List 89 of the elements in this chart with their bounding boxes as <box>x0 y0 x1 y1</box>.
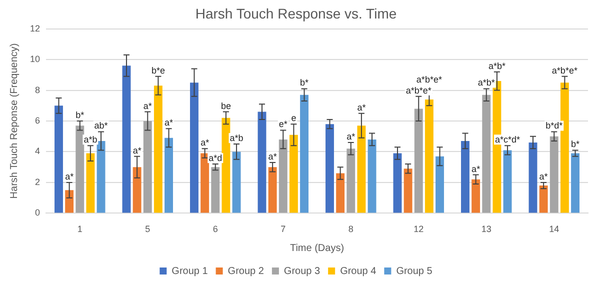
x-tick-label: 7 <box>280 224 286 234</box>
bar <box>164 138 173 213</box>
data-label: b* <box>571 139 580 150</box>
bar <box>132 167 142 213</box>
y-tick-label: 2 <box>34 176 40 187</box>
bar <box>258 112 266 213</box>
data-label: a* <box>200 138 210 148</box>
data-label: b* <box>300 78 310 88</box>
x-tick-label: 5 <box>145 224 150 234</box>
bar <box>414 108 423 213</box>
data-label: a* <box>357 102 366 112</box>
data-label: a*b* <box>488 60 506 71</box>
data-label: a*b* <box>478 78 496 88</box>
bar <box>232 152 241 213</box>
bar <box>539 186 548 213</box>
bar <box>472 179 480 213</box>
bar <box>76 126 84 213</box>
data-label: a*b*e* <box>552 65 578 76</box>
bar <box>424 99 434 213</box>
data-label: a* <box>346 132 356 142</box>
y-tick-label: 8 <box>34 84 40 95</box>
data-label: be <box>220 100 231 111</box>
data-label: a* <box>65 171 74 182</box>
data-label: a* <box>472 164 481 174</box>
data-label: b*d* <box>546 120 564 131</box>
data-label: a* <box>132 145 142 156</box>
bar <box>268 167 277 213</box>
data-label: a* <box>268 151 278 162</box>
x-tick-label: 13 <box>481 224 492 234</box>
data-label: a*c*d* <box>495 134 521 145</box>
data-label: a*b*e* <box>406 85 432 96</box>
bar <box>461 140 470 213</box>
data-label: b*e <box>151 65 165 76</box>
bar <box>289 134 298 213</box>
x-tick-label: 8 <box>348 224 354 234</box>
data-label: a*b*e* <box>416 74 442 84</box>
bar <box>200 153 210 213</box>
bar <box>96 140 106 213</box>
bar <box>300 94 308 213</box>
bar <box>357 126 366 213</box>
bar <box>404 168 412 213</box>
bar <box>278 139 288 213</box>
x-tick-label: 14 <box>549 224 560 234</box>
y-tick-label: 0 <box>34 208 40 218</box>
data-label: ab* <box>94 120 108 131</box>
data-label: a* <box>164 118 174 128</box>
bar <box>346 148 356 213</box>
y-axis-title: Harsh Touch Reponse (Frequency) <box>8 43 20 199</box>
y-tick-label: 12 <box>30 23 40 34</box>
bar <box>368 139 376 213</box>
data-label: a* <box>143 100 152 111</box>
y-tick-label: 10 <box>30 54 40 64</box>
bar <box>211 167 220 213</box>
data-label: e <box>291 113 296 124</box>
bar <box>154 86 162 213</box>
bar <box>54 106 63 213</box>
bar <box>122 66 131 213</box>
data-label: e* <box>278 119 288 130</box>
data-label: a*b <box>84 134 98 145</box>
bar <box>336 173 345 213</box>
bar <box>503 150 512 213</box>
bar <box>65 190 74 213</box>
y-tick-label: 4 <box>34 146 40 156</box>
bar <box>436 156 444 213</box>
bar <box>528 142 538 213</box>
legend-label: Group 2 <box>228 266 264 277</box>
legend-label: Group 1 <box>172 266 208 277</box>
data-label: b* <box>76 110 85 120</box>
x-axis-title: Time (Days) <box>290 242 344 254</box>
bar <box>571 153 580 213</box>
data-label: a* <box>539 171 548 182</box>
bar <box>550 136 558 213</box>
legend-label: Group 3 <box>284 266 321 277</box>
legend-label: Group 4 <box>340 266 377 277</box>
x-tick-label: 1 <box>77 224 82 234</box>
x-tick-label: 12 <box>414 224 424 234</box>
bar <box>393 153 402 213</box>
bar <box>143 121 152 213</box>
bar <box>190 82 198 213</box>
legend-label: Group 5 <box>396 266 433 277</box>
bar <box>86 153 95 213</box>
bar <box>482 94 491 213</box>
bar <box>222 118 230 213</box>
chart-title: Harsh Touch Response vs. Time <box>195 5 397 22</box>
data-label: a*b <box>230 133 244 144</box>
data-label: a*d <box>208 153 222 164</box>
x-tick-label: 6 <box>212 224 218 234</box>
y-tick-label: 6 <box>34 115 40 126</box>
bar <box>326 124 334 213</box>
